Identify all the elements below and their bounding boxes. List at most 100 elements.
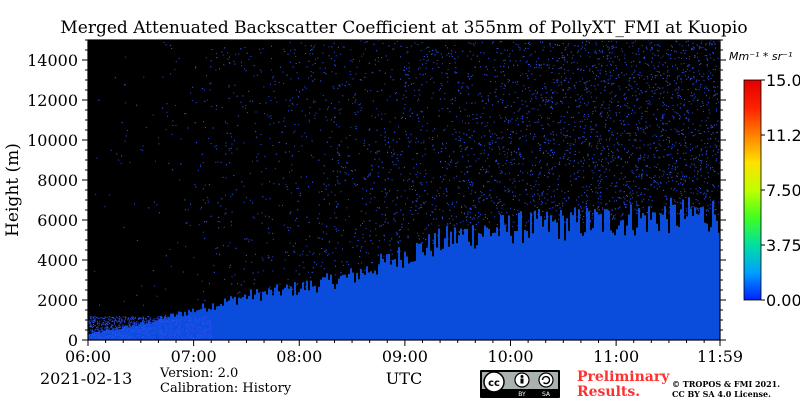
- noise-point: [439, 209, 441, 210]
- noise-point: [459, 232, 460, 233]
- noise-point: [464, 149, 466, 151]
- noise-point: [388, 137, 390, 139]
- signal-column: [410, 261, 412, 340]
- noise-point: [667, 54, 669, 56]
- noise-point: [699, 207, 701, 209]
- noise-point: [718, 201, 720, 203]
- noise-point: [597, 192, 599, 194]
- noise-point: [571, 57, 573, 59]
- noise-point: [591, 191, 593, 193]
- noise-point: [645, 126, 647, 128]
- noise-point: [667, 81, 669, 83]
- noise-point: [535, 97, 537, 99]
- noise-point: [346, 207, 348, 209]
- noise-point: [375, 141, 377, 143]
- noise-point: [664, 149, 666, 151]
- noise-point: [588, 143, 590, 145]
- noise-point: [380, 134, 382, 136]
- noise-point: [339, 183, 341, 185]
- noise-point: [671, 212, 673, 214]
- signal-column: [326, 273, 328, 340]
- noise-point: [614, 186, 616, 188]
- noise-point: [582, 170, 584, 172]
- noise-point: [370, 172, 371, 174]
- noise-point: [504, 154, 506, 156]
- signal-column: [338, 278, 340, 340]
- noise-point: [318, 222, 320, 224]
- noise-point: [418, 238, 420, 240]
- noise-point: [650, 184, 652, 186]
- noise-point: [329, 241, 330, 242]
- noise-point: [334, 194, 336, 196]
- noise-point: [253, 65, 255, 67]
- noise-point: [482, 166, 484, 168]
- noise-point: [466, 146, 468, 148]
- noise-point: [502, 136, 504, 138]
- noise-point: [424, 190, 425, 192]
- noise-point: [694, 170, 695, 172]
- noise-point: [292, 97, 294, 99]
- noise-point: [424, 190, 426, 192]
- noise-point: [591, 170, 593, 172]
- noise-point: [713, 150, 714, 152]
- noise-point: [709, 54, 711, 56]
- signal-column: [366, 266, 368, 340]
- noise-point: [538, 174, 540, 176]
- noise-point: [120, 163, 122, 165]
- noise-point: [600, 202, 602, 204]
- noise-point: [532, 174, 533, 176]
- signal-column: [608, 211, 610, 340]
- noise-point: [530, 185, 532, 186]
- noise-point: [609, 92, 611, 94]
- noise-point: [574, 121, 576, 123]
- signal-column: [230, 296, 232, 340]
- noise-point: [681, 72, 683, 73]
- noise-point: [526, 117, 528, 119]
- noise-point: [552, 173, 554, 175]
- signal-column: [434, 232, 436, 340]
- noise-point: [465, 206, 467, 208]
- noise-point: [595, 44, 597, 46]
- noise-point: [590, 131, 592, 133]
- noise-point: [334, 117, 336, 119]
- noise-point: [487, 157, 489, 159]
- noise-point: [540, 94, 542, 96]
- noise-point: [490, 81, 492, 83]
- noise-point: [229, 242, 231, 244]
- noise-point: [649, 125, 651, 127]
- noise-point: [717, 131, 718, 133]
- noise-point: [324, 250, 325, 252]
- noise-point: [167, 115, 168, 117]
- noise-point: [707, 205, 709, 207]
- noise-point: [217, 202, 219, 204]
- signal-column: [208, 308, 210, 340]
- noise-point: [297, 77, 299, 79]
- noise-point: [484, 145, 486, 147]
- noise-point: [243, 185, 245, 187]
- noise-point: [480, 144, 482, 146]
- noise-point: [581, 207, 582, 209]
- noise-point: [405, 203, 406, 205]
- noise-point: [656, 118, 658, 120]
- noise-point: [609, 137, 611, 139]
- noise-point: [522, 135, 524, 137]
- noise-point: [441, 108, 443, 110]
- noise-point: [309, 251, 311, 253]
- noise-point: [140, 149, 142, 151]
- noise-point: [443, 178, 445, 180]
- noise-point: [692, 83, 694, 85]
- noise-point: [658, 143, 660, 145]
- noise-point: [586, 40, 587, 42]
- noise-point: [667, 69, 669, 71]
- noise-point: [431, 97, 433, 99]
- noise-point: [555, 103, 557, 105]
- signal-column: [360, 269, 362, 340]
- signal-column: [274, 287, 276, 340]
- noise-point: [607, 161, 609, 163]
- signal-column: [526, 230, 528, 340]
- noise-point: [397, 190, 399, 191]
- noise-point: [568, 87, 570, 89]
- signal-column: [390, 264, 392, 340]
- noise-point: [531, 98, 533, 100]
- noise-point: [575, 81, 577, 83]
